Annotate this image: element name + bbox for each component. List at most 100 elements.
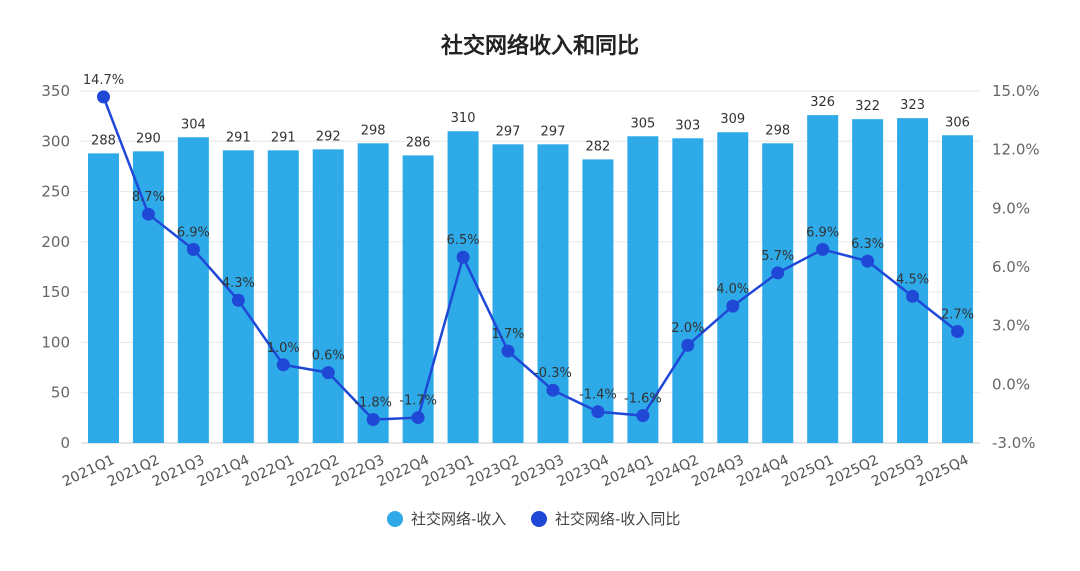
yoy-value-label: 4.3% [222,276,255,291]
yoy-point[interactable] [726,299,740,313]
yoy-point[interactable] [681,338,695,352]
yoy-point[interactable] [546,383,560,397]
right-tick-label: 15.0% [992,82,1040,100]
yoy-value-label: 6.9% [806,225,839,240]
bar[interactable] [177,137,209,443]
yoy-value-label: 0.6% [312,349,345,364]
yoy-point[interactable] [501,344,515,358]
legend-item-yoy[interactable]: 社交网络-收入同比 [531,510,680,528]
yoy-point[interactable] [771,266,785,280]
bar-value-label: 323 [900,98,925,113]
bar-value-label: 310 [451,111,476,126]
bar-value-label: 292 [316,129,341,144]
bar-value-label: 291 [226,130,251,145]
yoy-point[interactable] [276,358,290,372]
legend-label-yoy: 社交网络-收入同比 [555,510,680,528]
x-tick-label: 2025Q4 [914,452,971,490]
yoy-value-label: -1.7% [399,394,437,409]
yoy-value-label: 5.7% [761,249,794,264]
yoy-point[interactable] [861,254,875,268]
yoy-point[interactable] [141,207,155,221]
bar-value-label: 286 [406,135,431,150]
yoy-value-label: 8.7% [132,190,165,205]
yoy-point[interactable] [816,242,830,256]
yoy-point[interactable] [96,90,110,104]
bar[interactable] [537,144,569,443]
left-tick-label: 0 [60,434,70,452]
yoy-value-label: 14.7% [83,73,124,88]
yoy-point[interactable] [456,250,470,264]
yoy-value-label: 6.5% [447,233,480,248]
left-tick-label: 350 [41,82,70,100]
left-tick-label: 100 [41,333,70,351]
legend-label-revenue: 社交网络-收入 [411,510,506,528]
yoy-value-label: 2.7% [941,308,974,323]
bar-value-label: 298 [361,123,386,138]
yoy-line [102,96,959,421]
bar-value-label: 303 [675,118,700,133]
line-layer [96,90,965,427]
legend-item-revenue[interactable]: 社交网络-收入 [387,510,506,528]
bar[interactable] [762,143,794,443]
bar[interactable] [267,150,299,443]
yoy-point[interactable] [186,242,200,256]
yoy-point[interactable] [366,413,380,427]
bar-value-label: 305 [630,116,655,131]
chart-title: 社交网络收入和同比 [441,33,639,59]
yoy-point[interactable] [906,289,920,303]
bar-value-label: 298 [765,123,790,138]
bar[interactable] [87,153,119,443]
bar[interactable] [852,119,884,443]
yoy-value-label: 6.3% [851,237,884,252]
yoy-value-label: -1.6% [624,392,662,407]
yoy-point[interactable] [231,293,245,307]
x-axis: 2021Q12021Q22021Q32021Q42022Q12022Q22022… [60,452,971,490]
yoy-value-label: -1.4% [579,388,617,403]
yoy-value-label: 1.7% [492,327,525,342]
bar-value-label: 322 [855,99,880,114]
bar-labels-layer: 288 290 304 291 291 292 298 286 310 297 297 282 305 3… [91,95,970,154]
yoy-value-label: 4.5% [896,272,929,287]
right-tick-label: 12.0% [992,141,1040,159]
bar[interactable] [717,132,749,443]
right-y-axis: -3.0% 0.0% 3.0% 6.0% 9.0% 12.0% 15.0% [992,82,1040,452]
right-tick-label: 6.0% [992,258,1030,276]
bar[interactable] [492,144,524,443]
bar[interactable] [132,151,164,444]
bar[interactable] [807,115,839,443]
legend: 社交网络-收入 社交网络-收入同比 [387,510,680,528]
left-tick-label: 300 [41,132,70,150]
bar[interactable] [582,159,614,444]
yoy-value-label: -0.3% [534,366,572,381]
right-tick-label: 9.0% [992,199,1030,217]
bar-value-label: 309 [720,112,745,127]
bar[interactable] [402,155,434,443]
bar[interactable] [357,143,389,443]
bar[interactable] [627,136,659,443]
yoy-point[interactable] [951,325,965,339]
bar[interactable] [447,131,479,443]
legend-marker-revenue [387,511,403,527]
left-tick-label: 150 [41,283,70,301]
bar-value-label: 288 [91,133,116,148]
legend-marker-yoy [531,511,547,527]
bar[interactable] [942,135,974,443]
bar[interactable] [897,118,929,443]
yoy-point[interactable] [321,366,335,380]
left-y-axis: 0 50 100 150 200 250 300 350 [41,82,70,452]
yoy-point[interactable] [591,405,605,419]
bar[interactable] [312,149,344,443]
grid-layer [81,90,980,444]
right-tick-label: -3.0% [992,434,1036,452]
yoy-value-label: 1.0% [267,341,300,356]
left-tick-label: 50 [51,384,70,402]
bar-value-label: 326 [810,95,835,110]
bar[interactable] [672,138,704,444]
bar-value-label: 291 [271,130,296,145]
yoy-point[interactable] [411,411,425,425]
bar-value-label: 297 [496,124,521,139]
bars-layer [87,115,974,444]
line-labels-layer: 14.7% 8.7% 6.9% 4.3% 1.0% 0.6% -1.8% -1.7% 6.5% 1… [83,73,974,411]
yoy-point[interactable] [636,409,650,423]
